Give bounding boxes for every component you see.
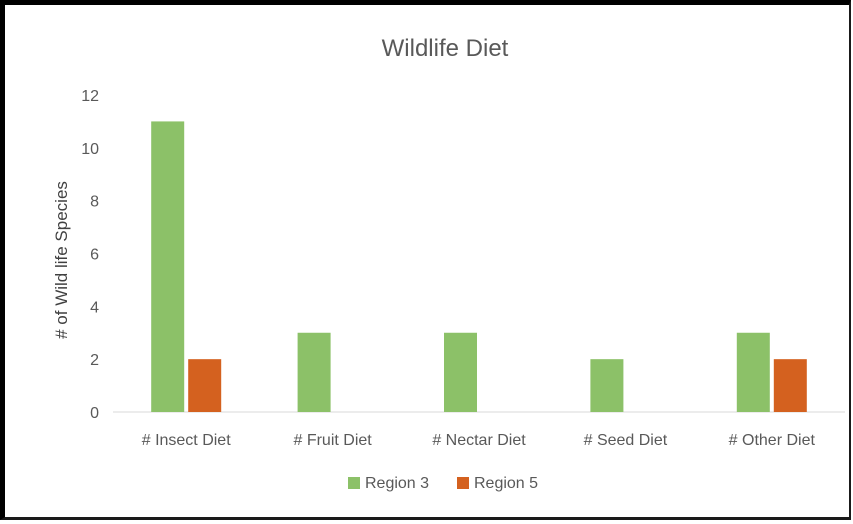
- x-tick-label: # Nectar Diet: [432, 432, 526, 449]
- y-tick-label: 6: [90, 247, 99, 264]
- x-tick-label: # Fruit Diet: [293, 432, 372, 449]
- legend-swatch: [457, 477, 469, 489]
- bars-group: [151, 121, 807, 413]
- legend: Region 3 Region 5: [348, 475, 538, 492]
- x-tick-label: # Other Diet: [729, 432, 816, 449]
- y-tick-label: 2: [90, 352, 99, 369]
- bar-region-3-0: [151, 121, 185, 413]
- y-tick-label: 12: [81, 88, 99, 105]
- y-tick-label: 0: [90, 405, 99, 422]
- y-tick-label: 8: [90, 194, 99, 211]
- x-tick-label: # Insect Diet: [142, 432, 231, 449]
- bar-region-3-2: [444, 332, 477, 412]
- x-axis-ticks: # Insect Diet # Fruit Diet # Nectar Diet # …: [142, 432, 816, 449]
- bar-region-3-3: [590, 359, 624, 412]
- x-tick-label: # Seed Diet: [584, 432, 668, 449]
- legend-label: Region 3: [365, 475, 429, 492]
- bar-region-5-4: [773, 359, 807, 412]
- legend-label: Region 5: [474, 475, 538, 492]
- chart-title: Wildlife Diet: [382, 35, 509, 62]
- y-axis-label: # of Wild life Species: [52, 181, 71, 339]
- bar-chart: Wildlife Diet # of Wild life Species 0 2 4…: [52, 35, 845, 492]
- y-axis-ticks: 0 2 4 6 8 10 12: [81, 88, 99, 422]
- bar-region-3-4: [736, 332, 770, 412]
- y-tick-label: 10: [81, 141, 99, 158]
- legend-swatch: [348, 477, 360, 489]
- bar-region-5-0: [188, 359, 222, 412]
- bar-region-3-1: [297, 332, 331, 412]
- y-tick-label: 4: [90, 299, 99, 316]
